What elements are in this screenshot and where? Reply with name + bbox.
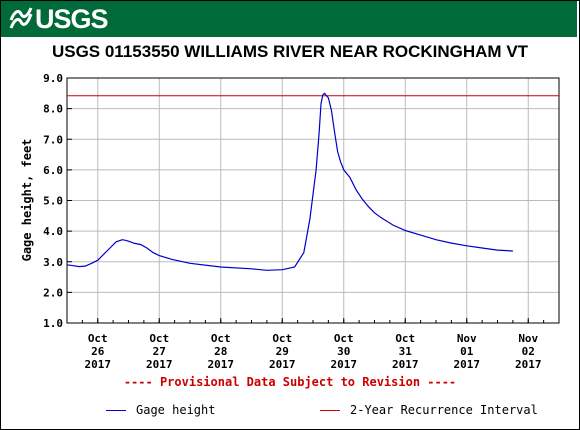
series-group [66, 92, 513, 271]
x-tick-label: 2017 [208, 358, 235, 371]
y-tick-label: 1.0 [43, 317, 63, 330]
x-tick-label: Oct [149, 332, 169, 345]
x-tick-label: 02 [522, 345, 535, 358]
x-tick-label: Oct [88, 332, 108, 345]
provisional-data-disclaimer: ---- Provisional Data Subject to Revisio… [123, 375, 457, 389]
usgs-logo[interactable]: USGS [9, 3, 109, 34]
x-tick-label: 29 [276, 345, 289, 358]
y-tick-label: 9.0 [43, 72, 63, 85]
gage-height-line [66, 92, 513, 271]
x-tick-label: Oct [334, 332, 354, 345]
x-tick-label: 2017 [85, 358, 112, 371]
legend-item-recurrence-interval: 2-Year Recurrence Interval [320, 403, 538, 417]
x-tick-label: Nov [518, 332, 538, 345]
y-axis-ticks: 1.0 2.0 3.0 4.0 5.0 6.0 7.0 8.0 9.0 [43, 72, 72, 330]
legend-label-recurrence-interval: 2-Year Recurrence Interval [350, 403, 538, 417]
gage-height-plot: 1.02.03.04.05.06.07.08.09.0 Oct262017Oct… [20, 72, 560, 371]
x-tick-label: 2017 [515, 358, 542, 371]
chart-title: USGS 01153550 WILLIAMS RIVER NEAR ROCKIN… [51, 42, 529, 61]
y-tick-label: 8.0 [43, 103, 63, 116]
x-tick-label: Nov [457, 332, 477, 345]
x-tick-label: 2017 [454, 358, 481, 371]
y-tick-label: 2.0 [43, 286, 63, 299]
legend-item-gage-height: Gage height [106, 403, 215, 417]
usgs-logo-text: USGS [35, 3, 109, 34]
x-tick-label: Oct [211, 332, 231, 345]
x-tick-label: 2017 [269, 358, 296, 371]
x-tick-label: 31 [399, 345, 413, 358]
usgs-wave-icon [9, 7, 33, 29]
legend-swatch-recurrence-interval [320, 409, 340, 411]
x-tick-label: 2017 [146, 358, 173, 371]
x-tick-label: 26 [91, 345, 105, 358]
x-axis-ticks: Oct262017Oct272017Oct282017Oct292017Oct3… [66, 318, 560, 371]
y-axis-label: Gage height, feet [20, 139, 34, 262]
y-tick-label: 7.0 [43, 133, 63, 146]
y-tick-label: 4.0 [43, 225, 63, 238]
x-tick-label: 27 [153, 345, 166, 358]
y-tick-label: 5.0 [43, 195, 63, 208]
x-tick-label: Oct [395, 332, 415, 345]
x-tick-label: Oct [272, 332, 292, 345]
legend-label-gage-height: Gage height [136, 403, 216, 417]
y-tick-label: 3.0 [43, 256, 63, 269]
plot-grid [67, 77, 559, 324]
x-tick-label: 2017 [331, 358, 358, 371]
usgs-banner: USGS [1, 1, 577, 37]
x-tick-label: 30 [337, 345, 350, 358]
x-tick-label: 01 [460, 345, 474, 358]
legend-swatch-gage-height [106, 409, 126, 411]
x-tick-label: 2017 [392, 358, 419, 371]
y-tick-label: 6.0 [43, 164, 63, 177]
x-tick-label: 28 [214, 345, 227, 358]
